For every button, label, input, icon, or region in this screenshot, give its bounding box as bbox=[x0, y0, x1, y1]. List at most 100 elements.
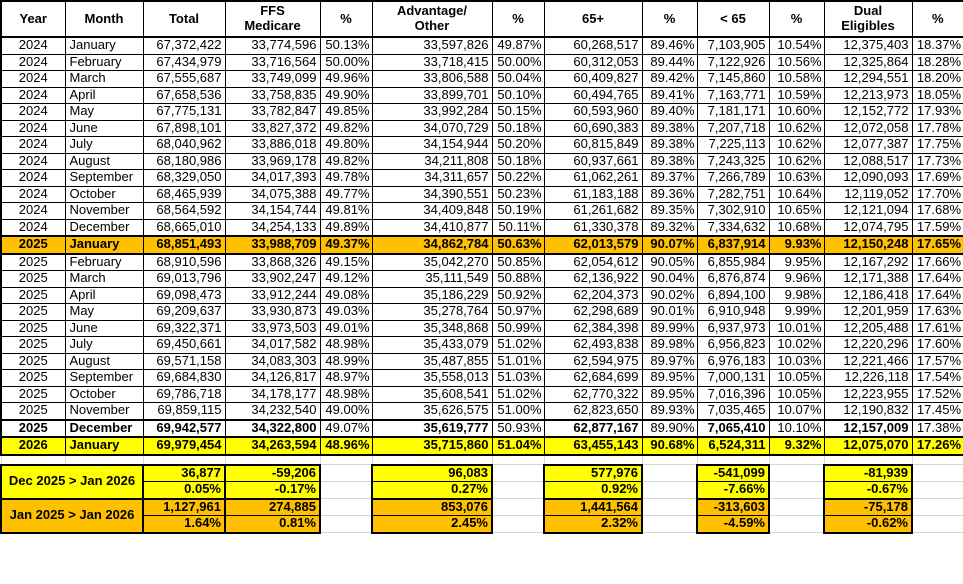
cell-65plus-pct[interactable]: 90.04% bbox=[641, 270, 698, 288]
cell-ffs-medicare[interactable]: 33,902,247 bbox=[224, 270, 321, 288]
cell-under65[interactable]: 7,122,926 bbox=[696, 53, 770, 71]
cell-65plus-pct[interactable]: 89.36% bbox=[641, 185, 698, 203]
cell-ffs-pct[interactable]: 49.12% bbox=[319, 270, 373, 288]
cell-under65-pct[interactable]: 9.93% bbox=[768, 235, 825, 255]
cell-dual-pct[interactable]: 18.05% bbox=[911, 86, 963, 104]
cell-ffs-medicare[interactable]: 34,126,817 bbox=[224, 369, 321, 387]
cell-dual[interactable]: 12,325,864 bbox=[823, 53, 913, 71]
cell-under65[interactable]: 7,207,718 bbox=[696, 119, 770, 137]
cell-total[interactable]: 69,450,661 bbox=[142, 336, 226, 354]
cell-dual[interactable]: 12,157,009 bbox=[823, 418, 913, 438]
cell-year[interactable]: 2025 bbox=[0, 235, 66, 255]
cell-month[interactable]: August bbox=[64, 152, 144, 170]
cell-ffs-pct[interactable]: 49.82% bbox=[319, 152, 373, 170]
cell-advantage-pct[interactable]: 51.04% bbox=[491, 436, 545, 456]
column-header-under65-pct[interactable]: % bbox=[768, 0, 825, 38]
cell-dual-pct[interactable]: 17.54% bbox=[911, 369, 963, 387]
cell-65plus-pct[interactable]: 89.97% bbox=[641, 352, 698, 370]
cell-dual-pct[interactable]: 18.37% bbox=[911, 36, 963, 55]
cell-dual-pct[interactable]: 17.66% bbox=[911, 253, 963, 271]
cell-65plus-pct[interactable]: 89.93% bbox=[641, 402, 698, 420]
empty-cell[interactable] bbox=[543, 454, 643, 465]
cell-dual-pct[interactable]: 17.93% bbox=[911, 103, 963, 121]
cell-year[interactable]: 2025 bbox=[0, 253, 66, 271]
cell-month[interactable]: July bbox=[64, 336, 144, 354]
cell-65plus-pct[interactable]: 89.35% bbox=[641, 202, 698, 220]
cell-total[interactable]: 68,465,939 bbox=[142, 185, 226, 203]
cell-dual-pct[interactable]: 18.28% bbox=[911, 53, 963, 71]
cell-ffs-pct[interactable]: 49.81% bbox=[319, 202, 373, 220]
empty-cell[interactable] bbox=[319, 515, 373, 533]
cell-65plus-pct[interactable]: 90.68% bbox=[641, 436, 698, 456]
cell-advantage-pct[interactable]: 49.87% bbox=[491, 36, 545, 55]
cell-month[interactable]: March bbox=[64, 70, 144, 88]
cell-year[interactable]: 2024 bbox=[0, 136, 66, 154]
cell-65plus[interactable]: 62,013,579 bbox=[543, 235, 643, 255]
cell-dual[interactable]: 12,220,296 bbox=[823, 336, 913, 354]
cell-year[interactable]: 2024 bbox=[0, 218, 66, 237]
cell-ffs-pct[interactable]: 48.96% bbox=[319, 436, 373, 456]
cell-advantage[interactable]: 35,619,777 bbox=[371, 418, 493, 438]
empty-cell[interactable] bbox=[641, 464, 698, 482]
cell-advantage[interactable]: 34,862,784 bbox=[371, 235, 493, 255]
cell-dual-pct[interactable]: 17.63% bbox=[911, 303, 963, 321]
cell-total[interactable]: 67,434,979 bbox=[142, 53, 226, 71]
cell-dual[interactable]: 12,075,070 bbox=[823, 436, 913, 456]
empty-cell[interactable] bbox=[911, 481, 963, 499]
cell-year[interactable]: 2026 bbox=[0, 436, 66, 456]
cell-under65[interactable]: 6,910,948 bbox=[696, 303, 770, 321]
cell-ffs-pct[interactable]: 49.96% bbox=[319, 70, 373, 88]
cell-under65[interactable]: 6,837,914 bbox=[696, 235, 770, 255]
cell-ffs-medicare[interactable]: 34,154,744 bbox=[224, 202, 321, 220]
cell-advantage[interactable]: 34,070,729 bbox=[371, 119, 493, 137]
cell-total[interactable]: 69,979,454 bbox=[142, 436, 226, 456]
cell-65plus-pct[interactable]: 89.42% bbox=[641, 70, 698, 88]
cell-year[interactable]: 2025 bbox=[0, 303, 66, 321]
cell-advantage-pct[interactable]: 50.20% bbox=[491, 136, 545, 154]
cell-advantage[interactable]: 34,390,551 bbox=[371, 185, 493, 203]
cell-under65[interactable]: 6,876,874 bbox=[696, 270, 770, 288]
summary-delta-under65[interactable]: -541,099 bbox=[696, 463, 770, 482]
cell-year[interactable]: 2025 bbox=[0, 369, 66, 387]
cell-under65-pct[interactable]: 10.54% bbox=[768, 36, 825, 55]
cell-year[interactable]: 2025 bbox=[0, 336, 66, 354]
cell-month[interactable]: March bbox=[64, 270, 144, 288]
cell-month[interactable]: June bbox=[64, 319, 144, 337]
empty-cell[interactable] bbox=[224, 454, 321, 465]
cell-total[interactable]: 68,564,592 bbox=[142, 202, 226, 220]
cell-advantage[interactable]: 35,042,270 bbox=[371, 253, 493, 271]
cell-under65[interactable]: 7,181,171 bbox=[696, 103, 770, 121]
cell-ffs-medicare[interactable]: 33,969,178 bbox=[224, 152, 321, 170]
summary-delta-ffs-medicare[interactable]: 274,885 bbox=[224, 497, 321, 516]
empty-cell[interactable] bbox=[64, 454, 144, 465]
cell-advantage[interactable]: 35,278,764 bbox=[371, 303, 493, 321]
cell-month[interactable]: July bbox=[64, 136, 144, 154]
cell-dual[interactable]: 12,201,959 bbox=[823, 303, 913, 321]
cell-ffs-pct[interactable]: 49.15% bbox=[319, 253, 373, 271]
column-header-advantage-pct[interactable]: % bbox=[491, 0, 545, 38]
cell-ffs-medicare[interactable]: 33,868,326 bbox=[224, 253, 321, 271]
cell-year[interactable]: 2024 bbox=[0, 36, 66, 55]
cell-ffs-medicare[interactable]: 33,973,503 bbox=[224, 319, 321, 337]
cell-dual-pct[interactable]: 17.75% bbox=[911, 136, 963, 154]
cell-65plus[interactable]: 60,268,517 bbox=[543, 36, 643, 55]
cell-year[interactable]: 2024 bbox=[0, 152, 66, 170]
cell-advantage-pct[interactable]: 50.11% bbox=[491, 218, 545, 237]
cell-65plus[interactable]: 61,330,378 bbox=[543, 218, 643, 237]
empty-cell[interactable] bbox=[641, 481, 698, 499]
cell-total[interactable]: 69,571,158 bbox=[142, 352, 226, 370]
cell-ffs-pct[interactable]: 49.03% bbox=[319, 303, 373, 321]
empty-cell[interactable] bbox=[319, 454, 373, 465]
cell-year[interactable]: 2024 bbox=[0, 86, 66, 104]
cell-ffs-pct[interactable]: 49.01% bbox=[319, 319, 373, 337]
cell-advantage[interactable]: 34,409,848 bbox=[371, 202, 493, 220]
cell-under65[interactable]: 6,524,311 bbox=[696, 436, 770, 456]
cell-dual[interactable]: 12,223,955 bbox=[823, 385, 913, 403]
cell-total[interactable]: 69,684,830 bbox=[142, 369, 226, 387]
cell-ffs-pct[interactable]: 49.89% bbox=[319, 218, 373, 237]
cell-total[interactable]: 68,851,493 bbox=[142, 235, 226, 255]
cell-ffs-medicare[interactable]: 33,782,847 bbox=[224, 103, 321, 121]
summary-delta-ffs-medicare[interactable]: -59,206 bbox=[224, 463, 321, 482]
cell-advantage[interactable]: 35,715,860 bbox=[371, 436, 493, 456]
cell-under65[interactable]: 7,016,396 bbox=[696, 385, 770, 403]
